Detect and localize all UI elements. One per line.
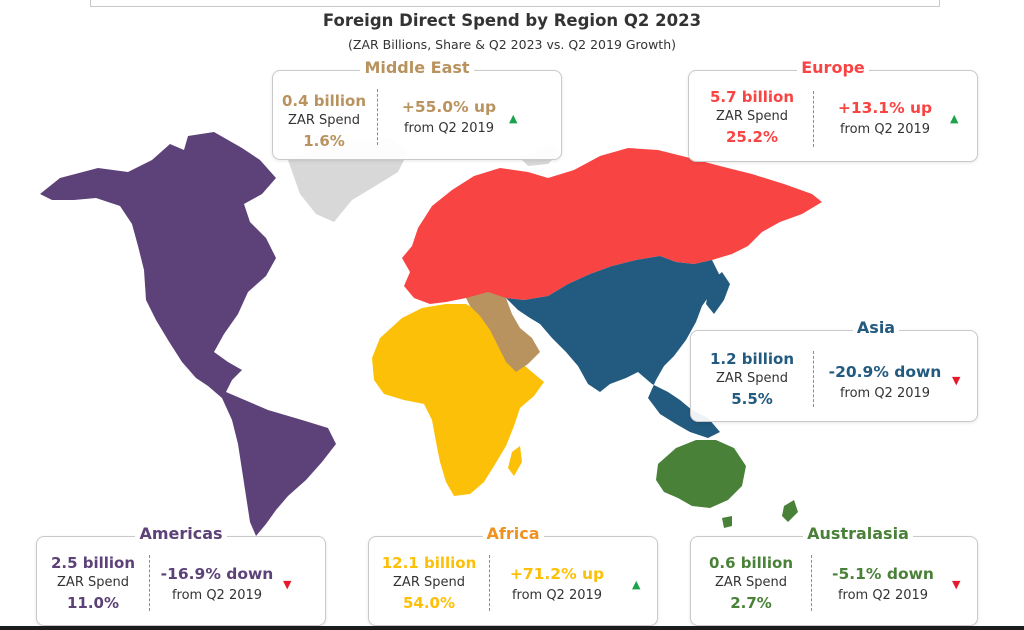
spend-share: 25.2% [725, 128, 779, 146]
growth-period-label: from Q2 2019 [837, 588, 929, 603]
new-zealand-shape [782, 500, 798, 522]
triangle-up-icon: ▲ [950, 112, 959, 125]
growth-value: +55.0% up [401, 98, 497, 116]
card-divider [813, 91, 814, 147]
region-card-europe: Europe 5.7 billion ZAR Spend 25.2% +13.1… [688, 58, 978, 162]
region-australasia-shape [656, 440, 746, 508]
spend-amount: 1.2 billion [709, 350, 795, 368]
card-divider [811, 555, 812, 611]
triangle-down-icon: ▼ [952, 578, 961, 591]
madagascar-shape [508, 446, 522, 476]
bottom-rule [0, 626, 1024, 630]
spend-amount: 2.5 billion [50, 554, 136, 572]
spend-label: ZAR Spend [57, 575, 129, 590]
spend-label: ZAR Spend [716, 109, 788, 124]
triangle-up-icon: ▲ [509, 112, 518, 125]
growth-value: -16.9% down [160, 565, 274, 583]
region-name: Americas [135, 524, 227, 543]
spend-amount: 0.4 billion [281, 92, 367, 110]
growth-period-label: from Q2 2019 [171, 588, 263, 603]
region-name: Africa [482, 524, 544, 543]
spend-share: 1.6% [303, 132, 345, 150]
growth-period-label: from Q2 2019 [839, 122, 931, 137]
region-name: Australasia [803, 524, 913, 543]
chart-title: Foreign Direct Spend by Region Q2 2023 [322, 11, 702, 30]
region-europe-shape [402, 148, 822, 304]
region-name: Europe [797, 58, 869, 77]
growth-period-label: from Q2 2019 [511, 588, 603, 603]
card-divider [149, 555, 150, 611]
card-divider [377, 89, 378, 145]
spend-label: ZAR Spend [716, 371, 788, 386]
spend-amount: 12.1 billion [381, 554, 477, 572]
chart-subtitle: (ZAR Billions, Share & Q2 2023 vs. Q2 20… [348, 37, 676, 52]
card-divider [489, 555, 490, 611]
region-card-americas: Americas 2.5 billion ZAR Spend 11.0% -16… [36, 524, 326, 626]
region-americas-shape [40, 132, 336, 536]
spend-label: ZAR Spend [288, 113, 360, 128]
growth-value: -5.1% down [832, 565, 934, 583]
tasmania-shape [722, 516, 732, 528]
spend-amount: 5.7 billion [709, 88, 795, 106]
region-asia-shape [506, 256, 720, 438]
spend-label: ZAR Spend [715, 575, 787, 590]
region-card-africa: Africa 12.1 billion ZAR Spend 54.0% +71.… [368, 524, 658, 626]
growth-value: +13.1% up [837, 99, 933, 117]
spend-share: 11.0% [66, 594, 120, 612]
region-card-middle-east: Middle East 0.4 billion ZAR Spend 1.6% +… [272, 58, 562, 160]
spend-share: 5.5% [731, 390, 773, 408]
region-name: Asia [852, 318, 900, 337]
spend-label: ZAR Spend [393, 575, 465, 590]
triangle-down-icon: ▼ [952, 374, 961, 387]
spend-share: 2.7% [730, 594, 772, 612]
growth-value: +71.2% up [509, 565, 605, 583]
growth-period-label: from Q2 2019 [403, 121, 495, 136]
region-middle-east-shape [466, 292, 540, 372]
triangle-up-icon: ▲ [632, 578, 641, 591]
triangle-down-icon: ▼ [283, 578, 292, 591]
region-name: Middle East [360, 58, 474, 77]
japan-shape [706, 272, 730, 314]
top-frame [90, 0, 940, 7]
spend-share: 54.0% [402, 594, 456, 612]
growth-period-label: from Q2 2019 [839, 386, 931, 401]
spend-amount: 0.6 billion [708, 554, 794, 572]
card-divider [813, 351, 814, 407]
region-card-australasia: Australasia 0.6 billion ZAR Spend 2.7% -… [690, 524, 978, 626]
growth-value: -20.9% down [828, 363, 942, 381]
region-card-asia: Asia 1.2 billion ZAR Spend 5.5% -20.9% d… [690, 318, 978, 422]
